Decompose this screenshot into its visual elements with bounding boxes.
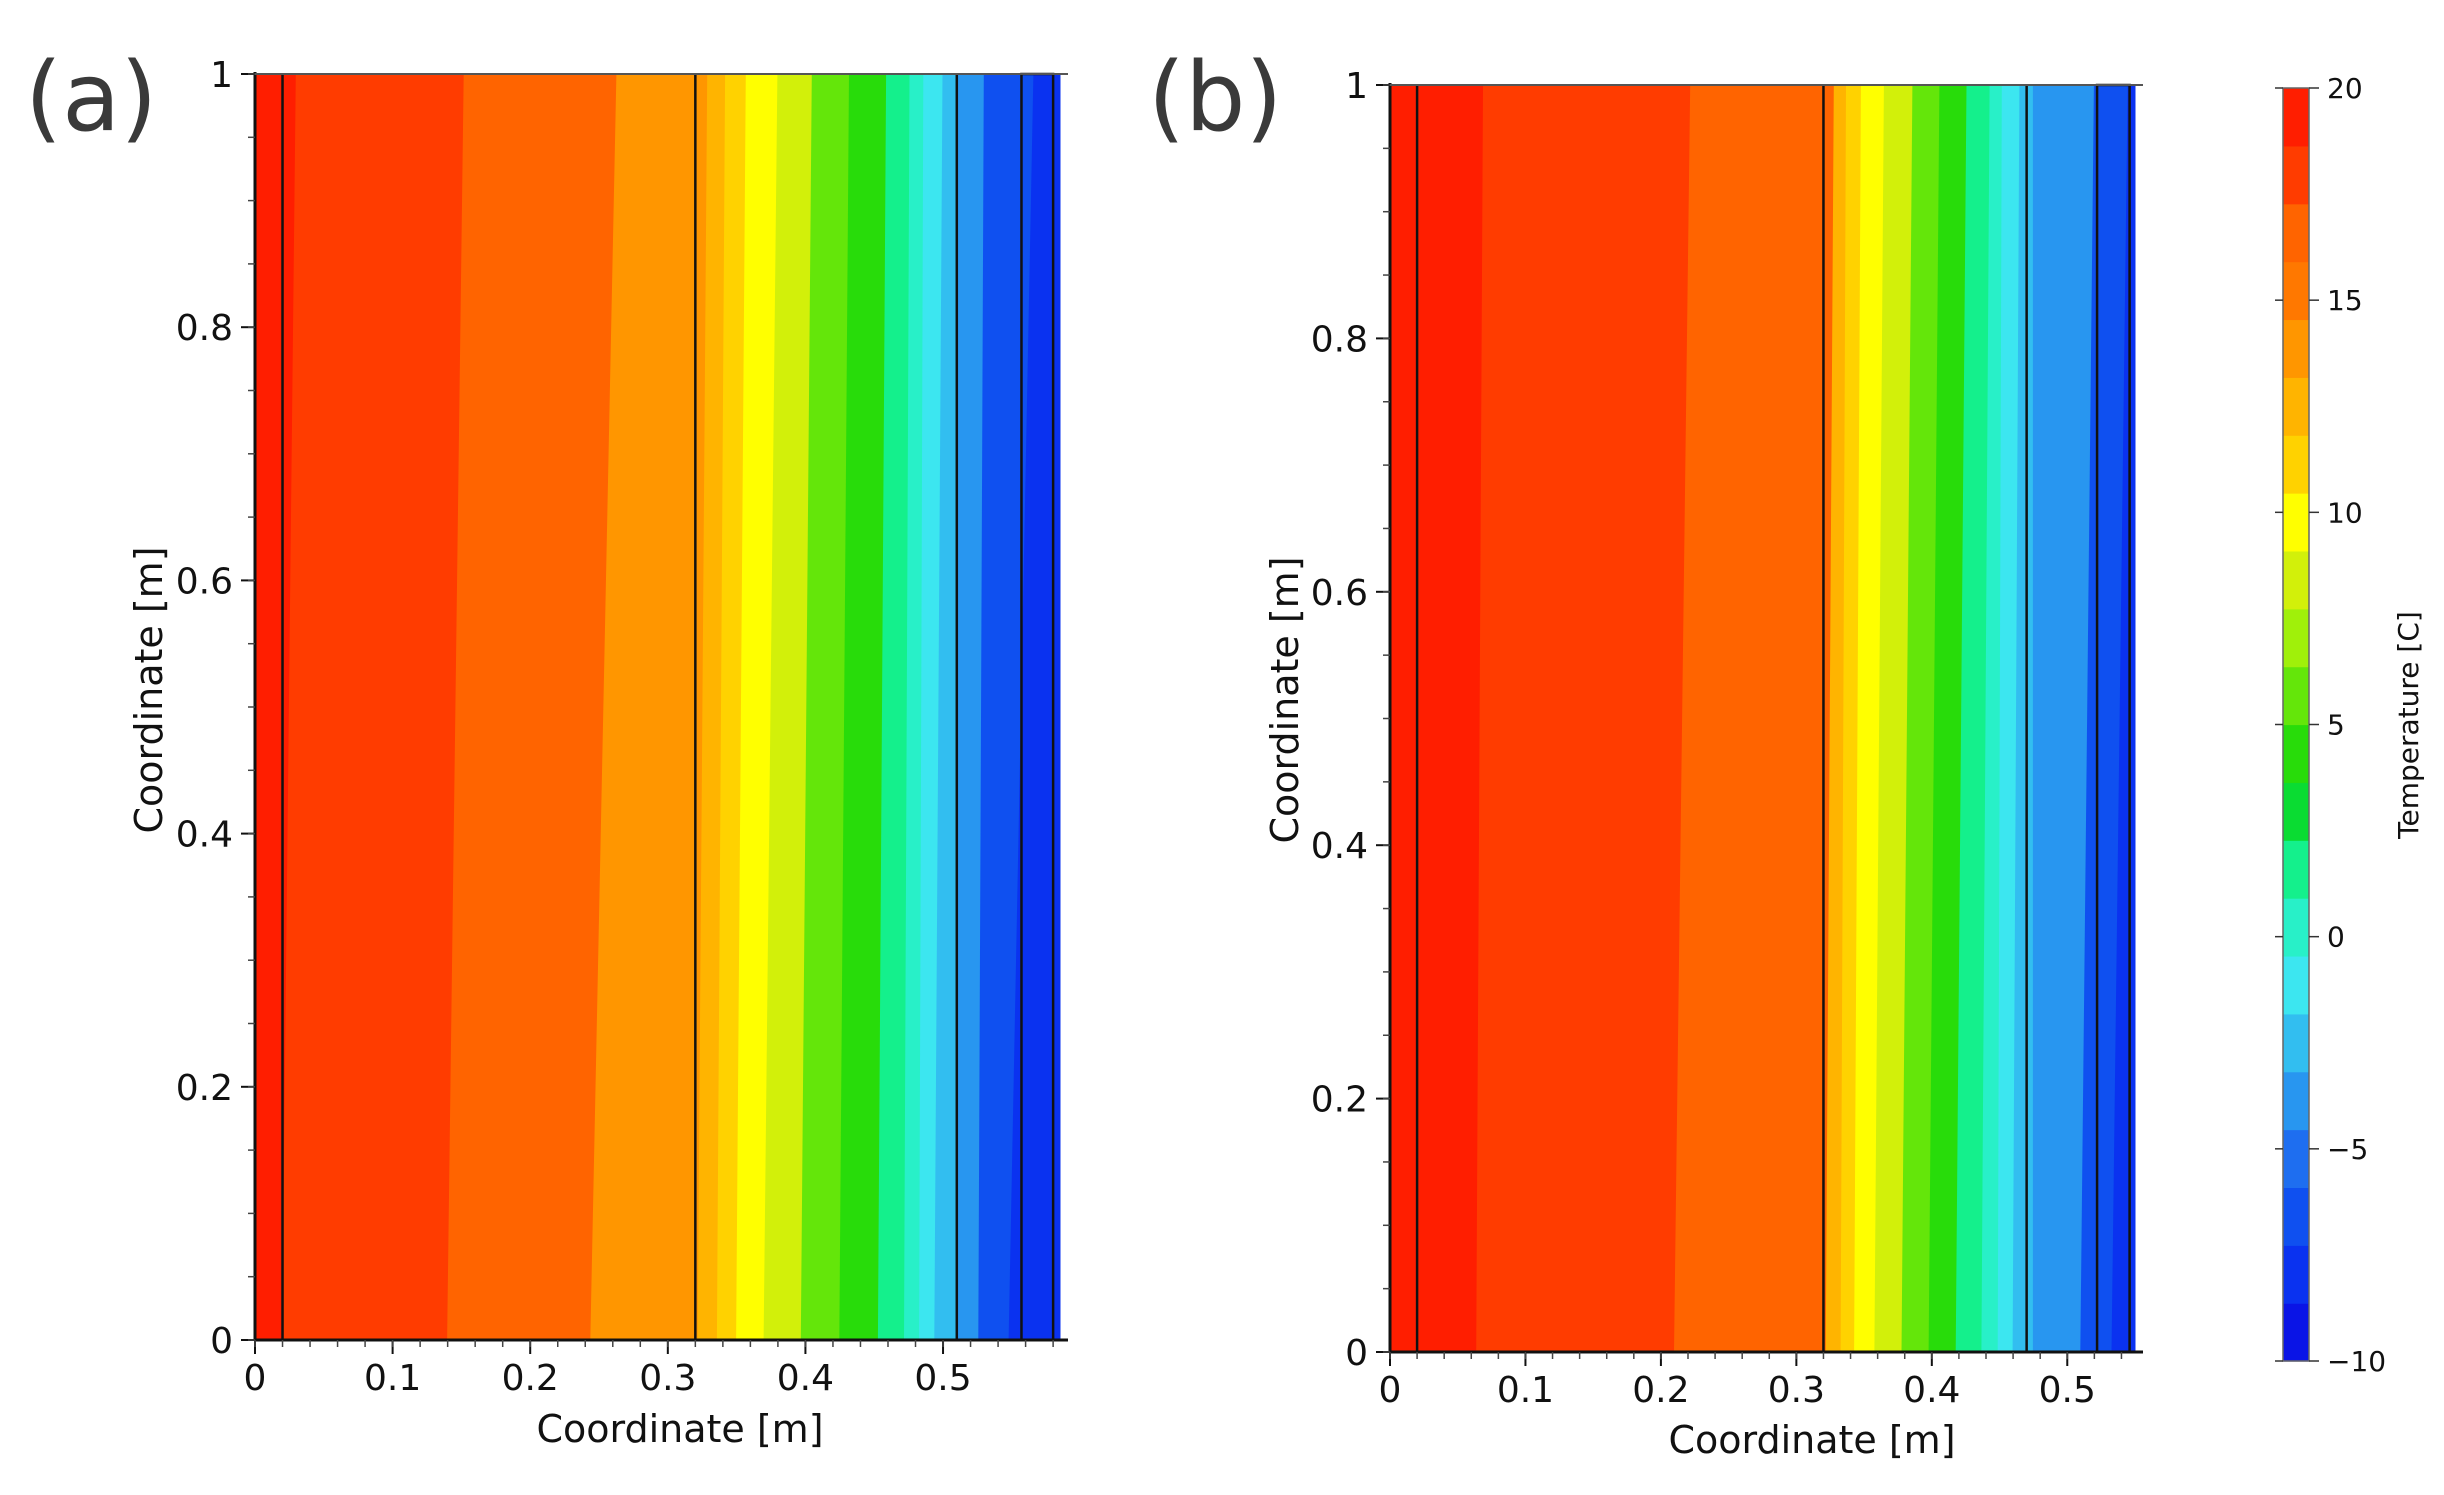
- colorbar-level: [2283, 840, 2309, 899]
- temperature-band: [1476, 84, 1692, 1353]
- colorbar-level: [2283, 145, 2309, 205]
- colorbar-tick-label: 15: [2327, 284, 2363, 317]
- colorbar-title: Temperature [C]: [2392, 611, 2425, 840]
- colorbar-level: [2283, 1129, 2309, 1189]
- axes-b: 0 0.2 0.4 0.6 0.8 1 0 0.1 0.2 0.3 0.4 0.5: [1311, 66, 2143, 1411]
- y-axis-title-a: Coordinate [m]: [127, 546, 171, 833]
- colorbar-level: [2283, 261, 2309, 321]
- y-tick-label: 0: [210, 1321, 233, 1362]
- colorbar-level: [2283, 435, 2309, 494]
- colorbar: −10 −5 0 5 10 15 20 Temperature [C]: [2275, 72, 2425, 1378]
- colorbar-level: [2283, 724, 2309, 783]
- colorbar-level: [2283, 377, 2309, 436]
- x-tick-label: 0.5: [2039, 1370, 2096, 1411]
- colorbar-level: [2283, 1303, 2309, 1362]
- colorbar-level: [2283, 319, 2309, 378]
- panel-a: (a) 0 0.2 0.4 0.6 0.8 1 0 0.1 0.2 0.3 0.4 0.5 Coord…: [25, 43, 1068, 1451]
- y-tick-label: 0.8: [1311, 319, 1368, 360]
- temperature-band: [1389, 84, 1485, 1353]
- x-axis-title-a: Coordinate [m]: [536, 1407, 823, 1451]
- colorbar-tick-label: 20: [2327, 72, 2363, 105]
- temperature-band: [447, 73, 618, 1341]
- temperature-field-a: [254, 73, 1061, 1341]
- colorbar-level: [2283, 955, 2309, 1015]
- y-tick-label: 1: [210, 55, 233, 96]
- y-tick-label: 0.6: [176, 561, 233, 602]
- x-tick-label: 0.4: [777, 1358, 834, 1399]
- colorbar-tick-label: 5: [2327, 709, 2345, 742]
- temperature-band: [1673, 84, 1835, 1353]
- y-tick-label: 1: [1345, 66, 1368, 107]
- panel-label-b: (b): [1148, 43, 1282, 153]
- y-tick-label: 0.8: [176, 308, 233, 349]
- x-tick-label: 0.3: [1768, 1370, 1825, 1411]
- colorbar-level: [2283, 1245, 2309, 1304]
- x-tick-label: 0: [1379, 1370, 1402, 1411]
- y-tick-label: 0.2: [176, 1068, 233, 1109]
- colorbar-level: [2283, 1013, 2309, 1073]
- x-tick-label: 0.3: [639, 1358, 696, 1399]
- x-tick-label: 0.2: [502, 1358, 559, 1399]
- colorbar-level: [2283, 898, 2309, 957]
- colorbar-level: [2283, 782, 2309, 841]
- y-axis-title-b: Coordinate [m]: [1263, 556, 1307, 843]
- colorbar-level: [2283, 493, 2309, 552]
- colorbar-level: [2283, 1071, 2309, 1131]
- temperature-field-b: [1389, 84, 2136, 1353]
- panel-label-a: (a): [25, 43, 157, 153]
- colorbar-level: [2283, 1187, 2309, 1246]
- colorbar-level: [2283, 608, 2309, 668]
- x-tick-label: 0.5: [914, 1358, 971, 1399]
- y-tick-label: 0.6: [1311, 573, 1368, 614]
- axes-a: 0 0.2 0.4 0.6 0.8 1 0 0.1 0.2 0.3 0.4 0.5: [176, 55, 1068, 1399]
- panel-b: (b) 0 0.2 0.4 0.6 0.8 1 0 0.1 0.2 0.3 0.4 0.5 Coord…: [1148, 43, 2143, 1462]
- y-tick-label: 0.4: [176, 815, 233, 856]
- x-axis-title-b: Coordinate [m]: [1668, 1418, 1955, 1462]
- colorbar-level: [2283, 203, 2309, 263]
- y-tick-label: 0.2: [1311, 1080, 1368, 1121]
- colorbar-level: [2283, 666, 2309, 726]
- colorbar-levels: [2282, 87, 2310, 1362]
- x-tick-label: 0.4: [1903, 1370, 1960, 1411]
- x-tick-label: 0.1: [1497, 1370, 1554, 1411]
- colorbar-ticks: −10 −5 0 5 10 15 20: [2275, 72, 2386, 1378]
- x-tick-label: 0.2: [1632, 1370, 1689, 1411]
- colorbar-tick-label: −10: [2327, 1345, 2386, 1378]
- x-tick-label: 0.1: [364, 1358, 421, 1399]
- colorbar-tick-label: 10: [2327, 496, 2363, 529]
- colorbar-tick-label: −5: [2327, 1133, 2368, 1166]
- colorbar-level: [2283, 550, 2309, 610]
- y-tick-label: 0: [1345, 1333, 1368, 1374]
- colorbar-tick-label: 0: [2327, 921, 2345, 954]
- x-tick-label: 0: [244, 1358, 267, 1399]
- colorbar-level: [2283, 88, 2309, 147]
- y-tick-label: 0.4: [1311, 826, 1368, 867]
- temperature-band: [281, 73, 465, 1341]
